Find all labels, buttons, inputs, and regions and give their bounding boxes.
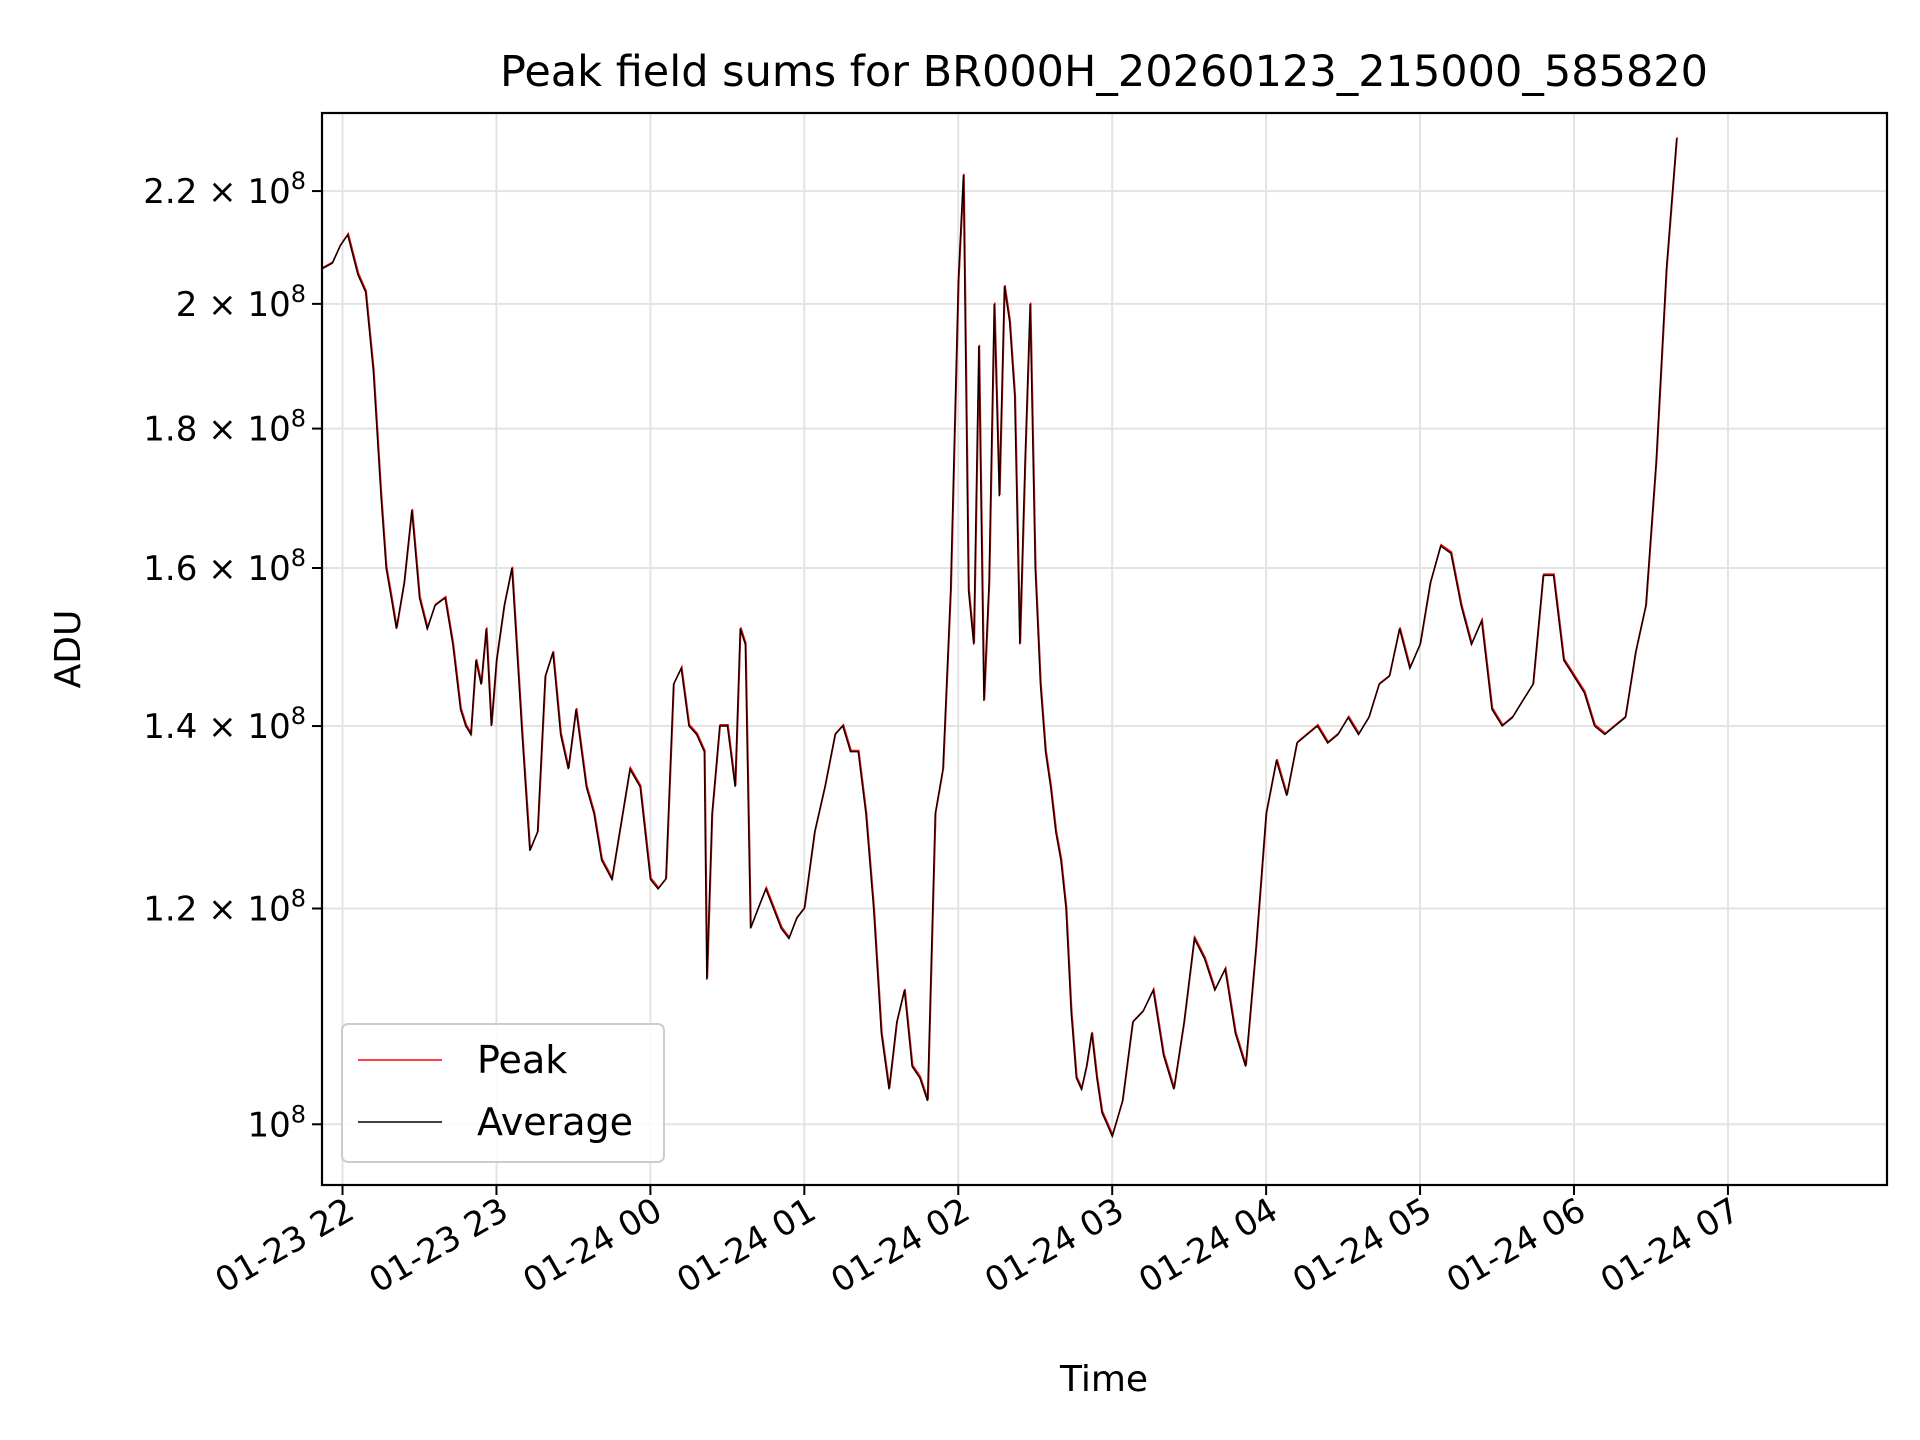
y-tick-label: 2.2 × 108 [143, 167, 306, 212]
chart-title: Peak field sums for BR000H_20260123_2150… [500, 47, 1708, 97]
y-tick-label: 108 [247, 1100, 306, 1145]
legend-box [341, 1023, 665, 1163]
y-tick-label: 1.8 × 108 [143, 405, 306, 450]
y-tick-label: 1.2 × 108 [143, 884, 306, 929]
y-axis-ticks: 108 1.2 × 108 1.4 × 108 1.6 × 108 1.8 × 108 2… [143, 167, 322, 1145]
y-axis-label: ADU [48, 610, 89, 689]
legend-label-peak: Peak [477, 1038, 567, 1082]
y-tick-label: 1.4 × 108 [143, 702, 306, 747]
y-tick-label: 2 × 108 [176, 280, 306, 325]
legend-label-average: Average [477, 1100, 633, 1144]
series-layer [322, 137, 1678, 1139]
axes-frame [320, 111, 1889, 1187]
y-tick-label: 1.6 × 108 [143, 544, 306, 589]
legend: Peak Average [341, 1023, 665, 1163]
grid [322, 113, 1887, 1185]
series-line-average [322, 138, 1678, 1139]
x-axis-label: Time [1059, 1359, 1148, 1400]
